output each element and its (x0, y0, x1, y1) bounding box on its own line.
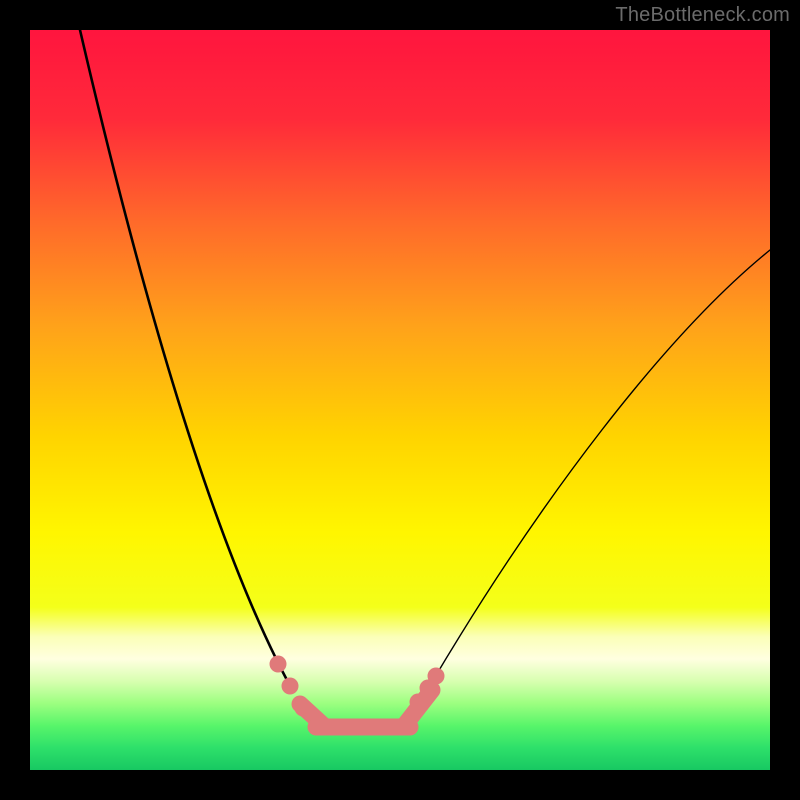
highlight-dot (282, 678, 299, 695)
chart-canvas: TheBottleneck.com (0, 0, 800, 800)
highlight-dot (410, 694, 427, 711)
plot-area (30, 30, 770, 770)
chart-svg (0, 0, 800, 800)
highlight-dot (428, 668, 445, 685)
highlight-dot (270, 656, 287, 673)
watermark-label: TheBottleneck.com (615, 4, 790, 27)
highlight-dot (295, 700, 312, 717)
